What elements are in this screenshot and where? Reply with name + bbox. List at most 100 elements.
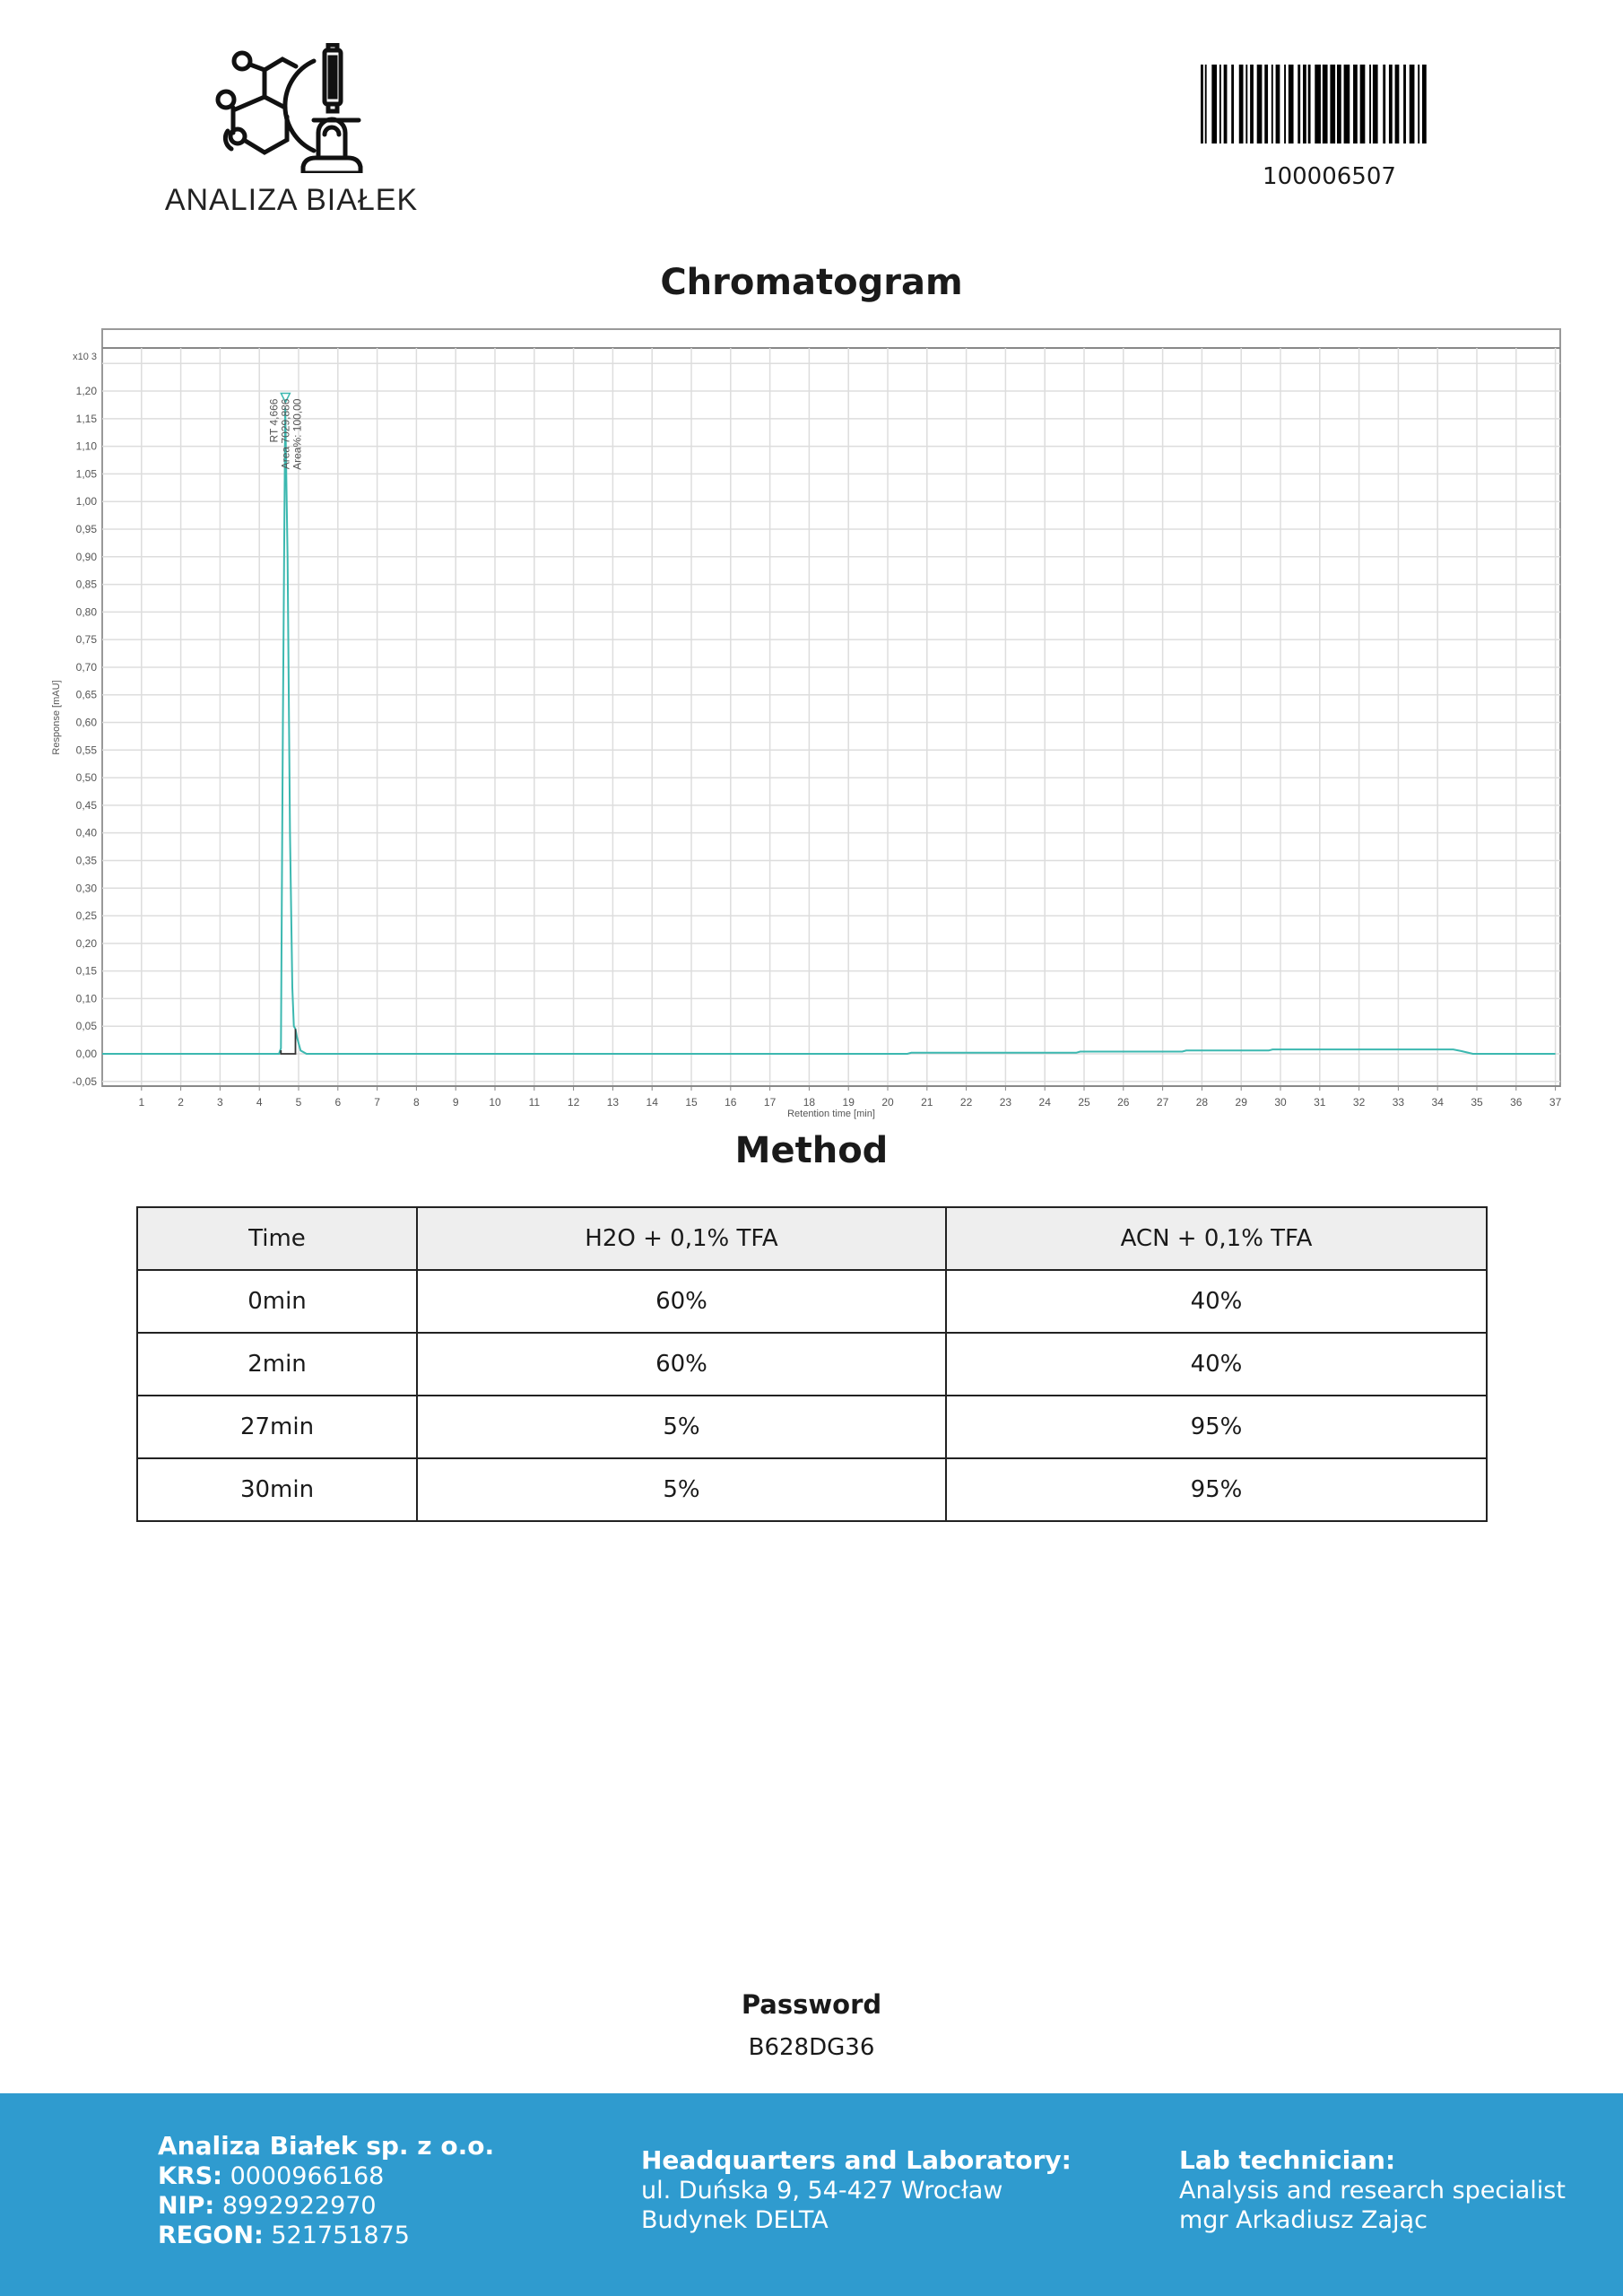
- cell-time: 30min: [136, 1457, 418, 1522]
- barcode-bar: [1369, 65, 1371, 144]
- barcode-bar: [1201, 65, 1203, 144]
- krs-line: KRS: 0000966168: [158, 2161, 384, 2191]
- company-line: Analiza Białek sp. z o.o.: [158, 2131, 494, 2161]
- barcode-bar: [1315, 65, 1321, 144]
- header-h2o: H2O + 0,1% TFA: [416, 1206, 947, 1271]
- x-tick-label: 8: [413, 1096, 420, 1109]
- x-tick-label: 21: [921, 1096, 933, 1109]
- logo-text: ANALIZA BIAŁEK: [164, 183, 419, 217]
- x-tick-label: 28: [1196, 1096, 1209, 1109]
- x-tick-label: 22: [960, 1096, 973, 1109]
- y-tick-label: 1,15: [76, 413, 98, 425]
- y-tick-label: 0,50: [76, 771, 98, 784]
- y-tick-label: 0,15: [76, 965, 98, 978]
- x-tick-label: 24: [1039, 1096, 1052, 1109]
- x-tick-label: 15: [685, 1096, 698, 1109]
- barcode-bar: [1403, 65, 1406, 144]
- cell-acn: 40%: [945, 1269, 1488, 1334]
- x-tick-label: 7: [374, 1096, 380, 1109]
- header-acn: ACN + 0,1% TFA: [945, 1206, 1488, 1271]
- table-row: 2min 60% 40%: [136, 1332, 1488, 1396]
- barcode-bar: [1250, 65, 1254, 144]
- nip-value: 8992922970: [221, 2192, 377, 2220]
- y-tick-label: 0,70: [76, 661, 98, 674]
- x-tick-label: 27: [1157, 1096, 1169, 1109]
- krs-value: 0000966168: [230, 2162, 385, 2190]
- y-tick-label: 0,65: [76, 689, 98, 701]
- barcode-bar: [1343, 65, 1350, 144]
- nip-label: NIP:: [158, 2192, 215, 2220]
- x-tick-label: 33: [1393, 1096, 1405, 1109]
- barcode-bar: [1418, 65, 1420, 144]
- x-tick-label: 2: [178, 1096, 184, 1109]
- logo-icon: [215, 43, 363, 173]
- x-tick-label: 32: [1353, 1096, 1366, 1109]
- x-tick-label: 25: [1078, 1096, 1090, 1109]
- y-tick-label: 0,80: [76, 605, 98, 618]
- barcode-bar: [1256, 65, 1263, 144]
- header-time: Time: [136, 1206, 418, 1271]
- x-tick-label: 5: [296, 1096, 302, 1109]
- barcode-bar: [1353, 65, 1358, 144]
- y-multiplier-label: x10 3: [73, 352, 97, 362]
- barcode-bar: [1388, 65, 1393, 144]
- barcode-bar: [1409, 65, 1415, 144]
- y-tick-label: 0,20: [76, 937, 98, 950]
- cell-h2o: 5%: [416, 1395, 947, 1459]
- chromatogram-trace: [102, 407, 1556, 1055]
- barcode-bar: [1238, 65, 1244, 144]
- barcode-bar: [1223, 65, 1228, 144]
- x-tick-label: 35: [1471, 1096, 1483, 1109]
- x-tick-label: 17: [764, 1096, 777, 1109]
- barcode-bar: [1394, 65, 1400, 144]
- peak-marker-icon: [280, 392, 291, 404]
- barcode-bar: [1219, 65, 1221, 144]
- barcode-bar: [1211, 65, 1218, 144]
- barcode-bar: [1383, 65, 1386, 144]
- tech-title: Lab technician:: [1179, 2145, 1396, 2175]
- x-tick-label: 3: [217, 1096, 223, 1109]
- cell-time: 2min: [136, 1332, 418, 1396]
- barcode-bar: [1372, 65, 1378, 144]
- barcode-bar: [1288, 65, 1294, 144]
- x-tick-label: 6: [334, 1096, 341, 1109]
- y-tick-label: 0,25: [76, 909, 98, 922]
- barcode-bar: [1204, 65, 1207, 144]
- y-tick-label: 0,45: [76, 799, 98, 812]
- chromatogram-chart: 1 2 3 4 5 6 7 8 9 10 11 12 13 14 15 16 17 18 19 20 21 22 23 24 2…: [51, 328, 1562, 1119]
- password-label: Password: [741, 1989, 882, 2020]
- x-tick-label: 14: [647, 1096, 659, 1109]
- barcode-number: 100006507: [1263, 163, 1396, 190]
- barcode-bar: [1231, 65, 1235, 144]
- x-tick-label: 1: [138, 1096, 144, 1109]
- table-row: 27min 5% 95%: [136, 1395, 1488, 1459]
- barcode-bar: [1298, 65, 1301, 144]
- x-tick-label: 26: [1117, 1096, 1130, 1109]
- peak-label: Area%: 100,00: [291, 398, 303, 470]
- x-tick-label: 11: [529, 1096, 541, 1109]
- x-tick-label: 19: [843, 1096, 855, 1109]
- barcode-bar: [1307, 65, 1311, 144]
- y-tick-label: 1,10: [76, 440, 98, 453]
- cell-time: 27min: [136, 1395, 418, 1459]
- barcode: [1201, 65, 1427, 144]
- peak-label: Area 7029,886: [279, 398, 291, 469]
- x-tick-label: 31: [1314, 1096, 1326, 1109]
- barcode-bar: [1322, 65, 1328, 144]
- barcode-bar: [1271, 65, 1273, 144]
- y-tick-label: -0,05: [73, 1075, 98, 1088]
- y-tick-label: 0,55: [76, 744, 98, 756]
- barcode-bar: [1264, 65, 1269, 144]
- cell-h2o: 60%: [416, 1269, 947, 1334]
- tech-name: mgr Arkadiusz Zając: [1179, 2206, 1428, 2234]
- y-tick-label: 0,75: [76, 633, 98, 646]
- y-tick-label: 0,05: [76, 1020, 98, 1032]
- y-tick-label: 0,85: [76, 578, 98, 591]
- y-axis-title: Response [mAU]: [51, 680, 62, 754]
- x-tick-label: 23: [1000, 1096, 1012, 1109]
- hq-title: Headquarters and Laboratory:: [641, 2145, 1072, 2175]
- peak-baseline: [280, 1029, 297, 1055]
- x-tick-label: 13: [607, 1096, 620, 1109]
- cell-h2o: 5%: [416, 1457, 947, 1522]
- table-header-row: Time H2O + 0,1% TFA ACN + 0,1% TFA: [136, 1206, 1488, 1271]
